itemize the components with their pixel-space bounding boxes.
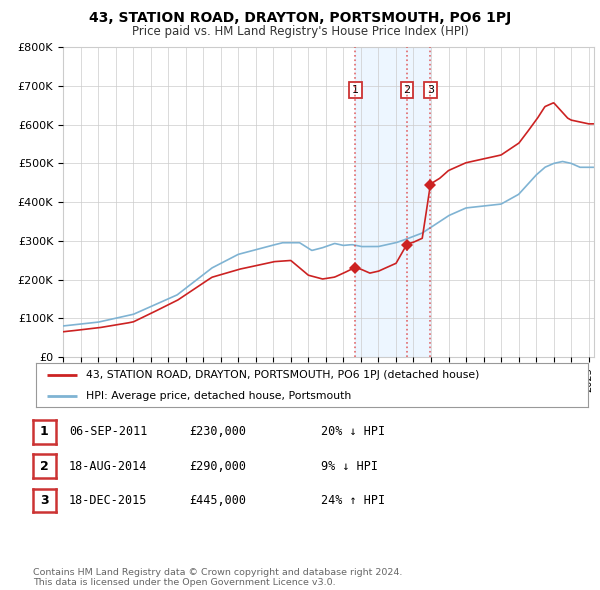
Text: 3: 3 [40, 494, 49, 507]
Text: 06-SEP-2011: 06-SEP-2011 [69, 425, 148, 438]
Text: Contains HM Land Registry data © Crown copyright and database right 2024.
This d: Contains HM Land Registry data © Crown c… [33, 568, 403, 587]
Text: £290,000: £290,000 [189, 460, 246, 473]
Text: 1: 1 [352, 85, 359, 95]
Bar [355, 47, 430, 357]
Text: £445,000: £445,000 [189, 494, 246, 507]
Text: 43, STATION ROAD, DRAYTON, PORTSMOUTH, PO6 1PJ: 43, STATION ROAD, DRAYTON, PORTSMOUTH, P… [89, 11, 511, 25]
Text: 18-AUG-2014: 18-AUG-2014 [69, 460, 148, 473]
Text: 1: 1 [40, 425, 49, 438]
Text: 24% ↑ HPI: 24% ↑ HPI [321, 494, 385, 507]
Text: Price paid vs. HM Land Registry's House Price Index (HPI): Price paid vs. HM Land Registry's House … [131, 25, 469, 38]
Text: 18-DEC-2015: 18-DEC-2015 [69, 494, 148, 507]
Text: 43, STATION ROAD, DRAYTON, PORTSMOUTH, PO6 1PJ (detached house): 43, STATION ROAD, DRAYTON, PORTSMOUTH, P… [86, 370, 479, 380]
Text: 2: 2 [403, 85, 410, 95]
Text: 9% ↓ HPI: 9% ↓ HPI [321, 460, 378, 473]
Text: 3: 3 [427, 85, 434, 95]
Text: HPI: Average price, detached house, Portsmouth: HPI: Average price, detached house, Port… [86, 391, 351, 401]
Text: 2: 2 [40, 460, 49, 473]
Text: £230,000: £230,000 [189, 425, 246, 438]
Text: 20% ↓ HPI: 20% ↓ HPI [321, 425, 385, 438]
